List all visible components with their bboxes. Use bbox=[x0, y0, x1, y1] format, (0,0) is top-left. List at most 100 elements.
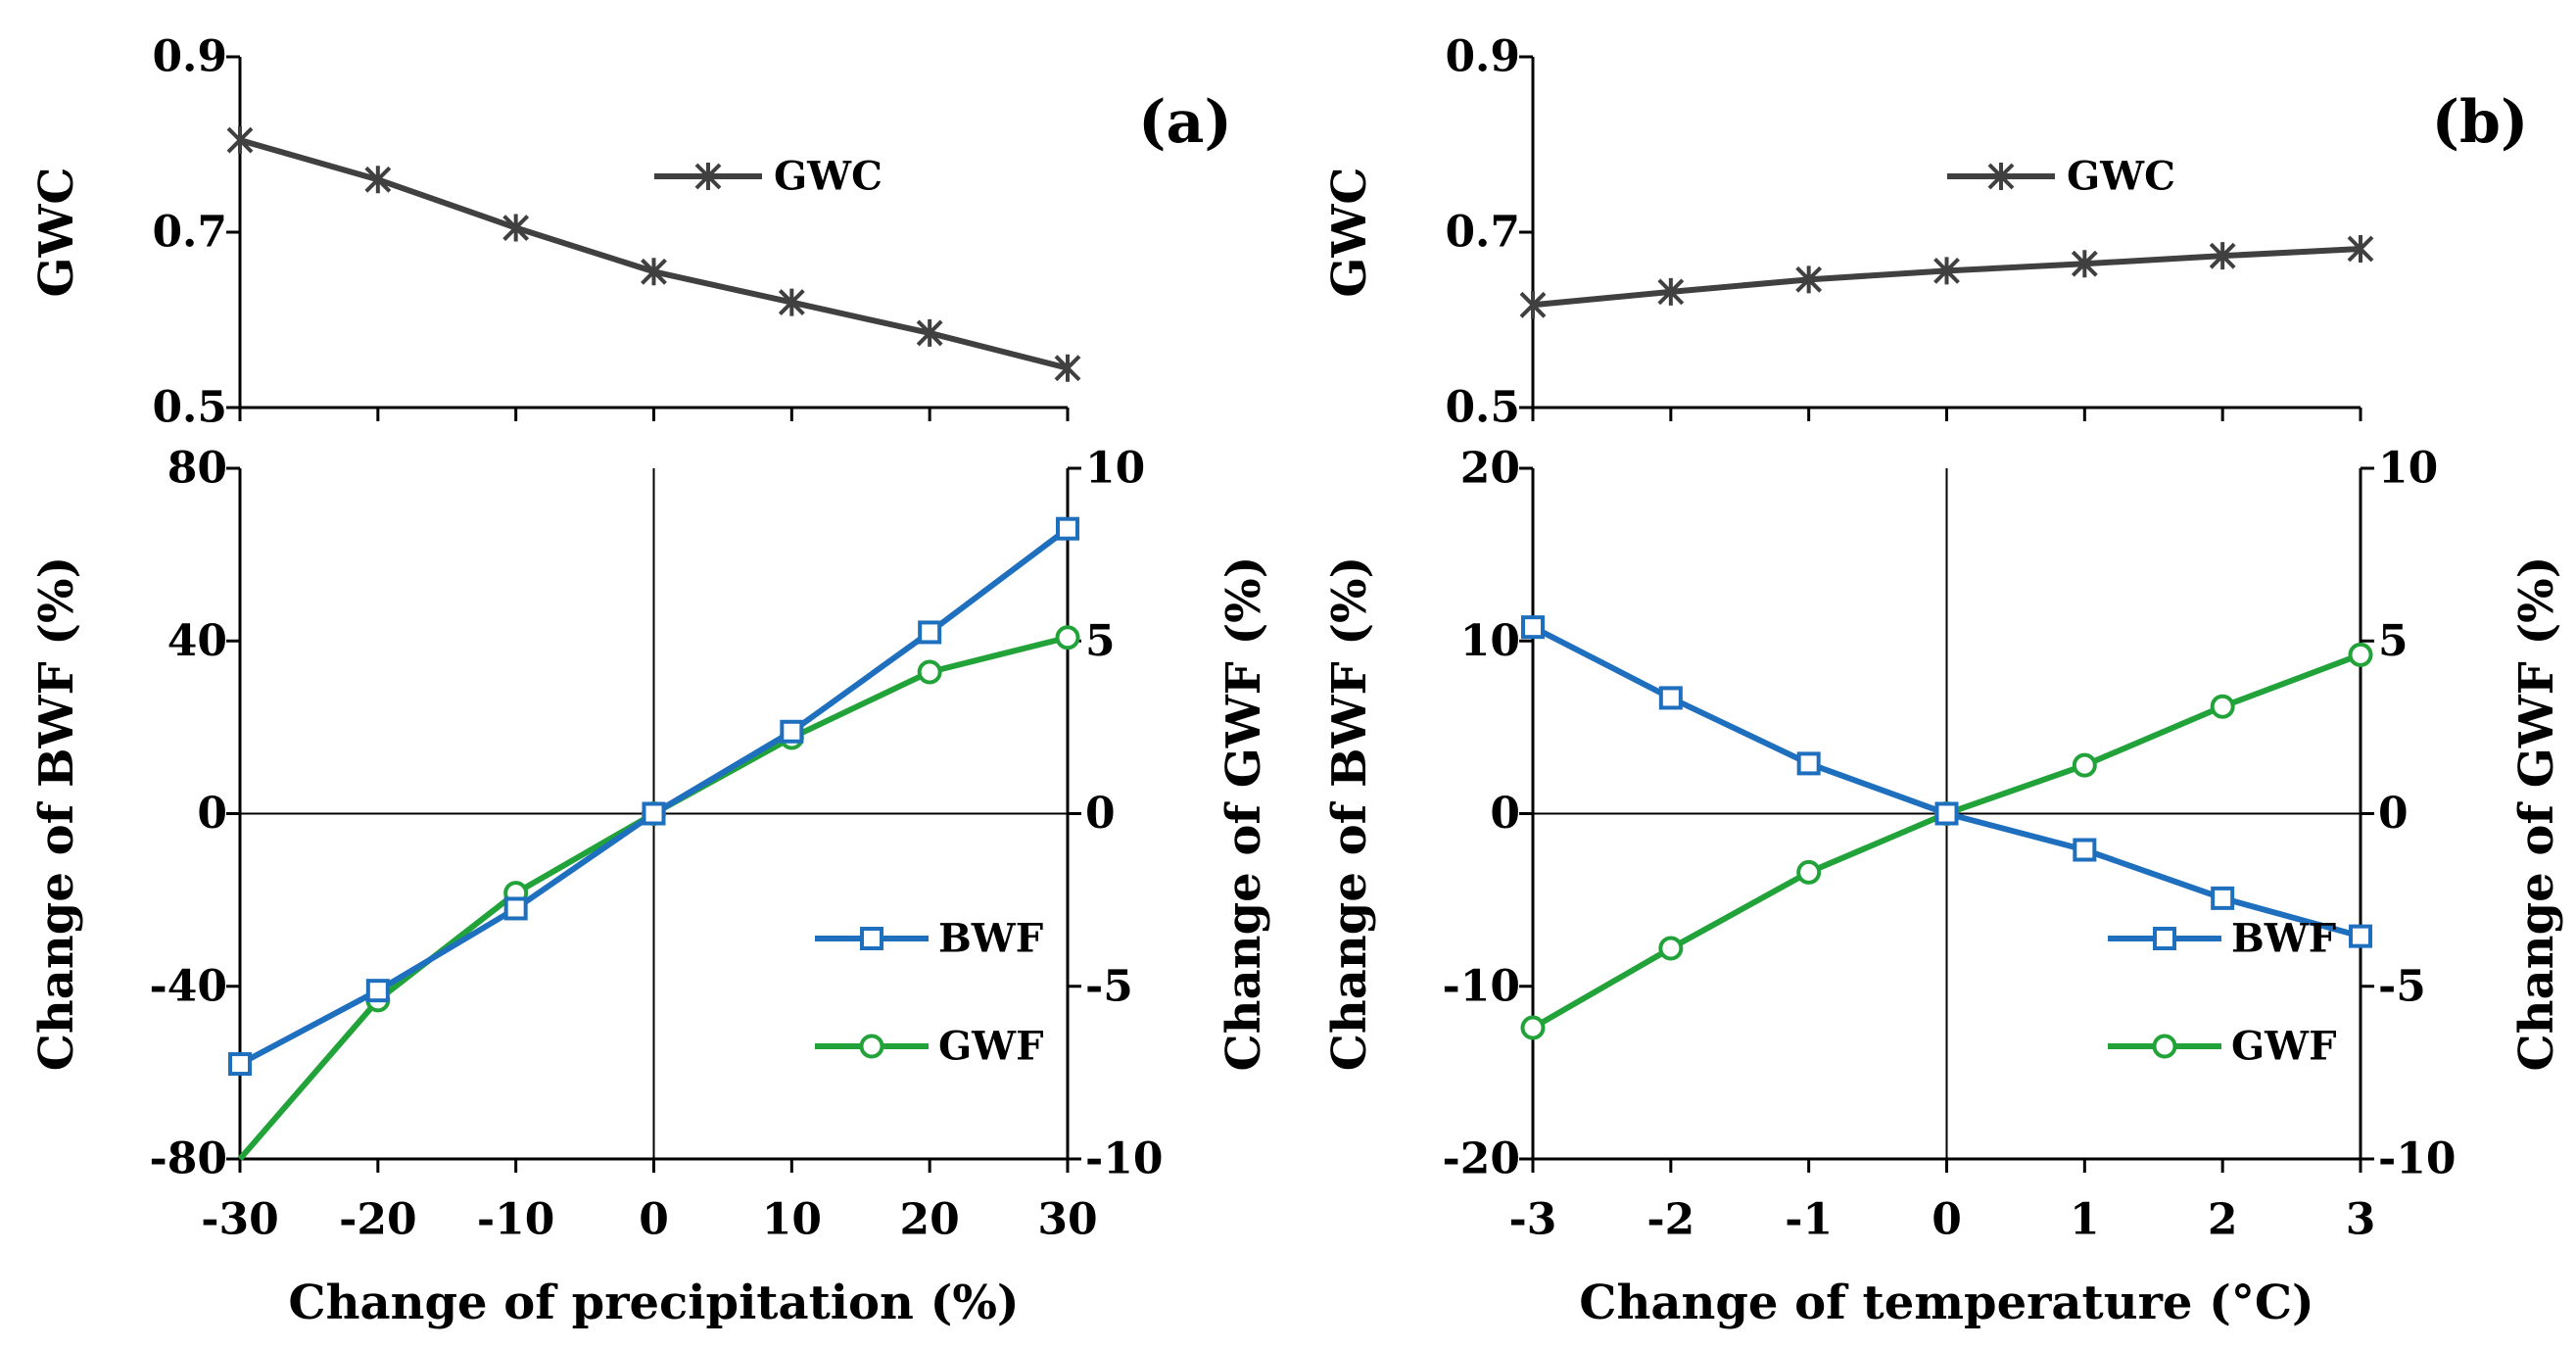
gwc-data-point bbox=[916, 318, 943, 347]
bwf-legend-label: BWF bbox=[2231, 916, 2336, 962]
bwf-legend-label: BWF bbox=[938, 916, 1043, 962]
gwc-data-point bbox=[1795, 265, 1823, 294]
gwf-legend-marker bbox=[2152, 1034, 2177, 1059]
gwf-data-point bbox=[2210, 694, 2235, 719]
x-tick-label: 20 bbox=[900, 1195, 960, 1245]
x-tick-label: -3 bbox=[1509, 1195, 1557, 1245]
gwf-data-point bbox=[1520, 1015, 1546, 1040]
bwf-data-point bbox=[1056, 516, 1079, 541]
bwf-data-point bbox=[228, 1052, 252, 1077]
gwc-data-point bbox=[2071, 250, 2098, 278]
x-axis-title: Change of temperature (°C) bbox=[1579, 1276, 2314, 1330]
bwf-data-point bbox=[2073, 838, 2097, 862]
gwf-legend-label: GWF bbox=[2231, 1024, 2336, 1070]
left-y-tick-label: -10 bbox=[1443, 961, 1521, 1011]
right-y-tick-label: 0 bbox=[2378, 789, 2409, 839]
gwc-data-point bbox=[2209, 242, 2236, 270]
gwc-data-point bbox=[502, 214, 530, 242]
x-tick-label: -1 bbox=[1785, 1195, 1833, 1245]
left-y-tick-label: -80 bbox=[150, 1134, 228, 1184]
gwc-legend-marker bbox=[1987, 163, 2015, 190]
panel-tag: (a) bbox=[1138, 88, 1232, 157]
bwf-data-point bbox=[918, 620, 942, 645]
gwc-y-axis-title: GWC bbox=[1322, 167, 1377, 297]
bwf-legend-marker bbox=[860, 927, 883, 950]
gwc-data-point bbox=[1657, 277, 1685, 306]
bwf-data-point bbox=[365, 979, 390, 1003]
gwc-y-tick-label: 0.7 bbox=[1445, 208, 1520, 258]
right-y-tick-label: 5 bbox=[1085, 616, 1116, 666]
bwf-data-point bbox=[642, 801, 666, 826]
x-tick-label: 0 bbox=[639, 1195, 669, 1245]
gwc-y-tick-label: 0.9 bbox=[1445, 32, 1520, 82]
gwc-legend-label: GWC bbox=[2067, 154, 2175, 200]
gwc-y-tick-label: 0.9 bbox=[152, 32, 227, 82]
x-tick-label: 3 bbox=[2346, 1195, 2376, 1245]
left-y-tick-label: 80 bbox=[167, 444, 227, 494]
gwf-data-point bbox=[1658, 936, 1684, 961]
panel-a: 0.5 0.7 0.9 GWC GWC (a) -80 -40 0 40 80 -10 -5 0 5 10 -3… bbox=[29, 32, 1271, 1331]
left-y-axis-title: Change of BWF (%) bbox=[29, 556, 84, 1072]
gwc-data-point bbox=[641, 258, 667, 286]
x-tick-label: -30 bbox=[201, 1195, 279, 1245]
gwf-data-point bbox=[1796, 859, 1822, 885]
gwc-data-point bbox=[364, 166, 392, 194]
gwc-y-tick-label: 0.7 bbox=[152, 208, 227, 258]
left-y-tick-label: -40 bbox=[150, 961, 228, 1011]
x-tick-label: 30 bbox=[1037, 1195, 1097, 1245]
bwf-legend-marker bbox=[2153, 927, 2176, 950]
bwf-data-point bbox=[2349, 924, 2372, 948]
x-tick-label: -20 bbox=[339, 1195, 417, 1245]
right-y-tick-label: 10 bbox=[2378, 444, 2438, 494]
left-y-tick-label: -20 bbox=[1443, 1134, 1521, 1184]
gwc-data-point bbox=[1933, 257, 1960, 285]
right-y-tick-label: 5 bbox=[2378, 616, 2409, 666]
change-subplot: -80 -40 0 40 80 -10 -5 0 5 10 -30 -20 -10 0 10 20 30 Chan… bbox=[29, 444, 1271, 1331]
left-y-axis-title: Change of BWF (%) bbox=[1322, 556, 1377, 1072]
bwf-data-point bbox=[1796, 751, 1821, 776]
gwf-data-point bbox=[917, 659, 942, 685]
left-y-tick-label: 0 bbox=[197, 789, 227, 839]
gwc-data-point bbox=[1054, 354, 1081, 382]
gwf-data-point bbox=[2348, 642, 2373, 667]
x-tick-label: 0 bbox=[1932, 1195, 1962, 1245]
right-y-axis-title: Change of GWF (%) bbox=[1216, 555, 1271, 1071]
right-y-axis-title: Change of GWF (%) bbox=[2509, 555, 2564, 1071]
right-y-tick-label: 10 bbox=[1085, 444, 1145, 494]
right-y-tick-label: -5 bbox=[2378, 961, 2426, 1011]
bwf-data-point bbox=[1934, 801, 1959, 826]
left-y-tick-label: 10 bbox=[1460, 616, 1520, 666]
left-y-tick-label: 0 bbox=[1490, 789, 1520, 839]
x-axis-title: Change of precipitation (%) bbox=[288, 1276, 1019, 1330]
x-tick-label: 10 bbox=[762, 1195, 822, 1245]
gwc-y-tick-label: 0.5 bbox=[152, 383, 227, 433]
gwc-data-point bbox=[226, 126, 254, 155]
bwf-data-point bbox=[780, 719, 804, 744]
bwf-data-point bbox=[2211, 886, 2235, 910]
panel-tag: (b) bbox=[2432, 88, 2529, 157]
gwc-data-point bbox=[1519, 291, 1547, 319]
gwc-y-axis-title: GWC bbox=[29, 167, 84, 297]
gwc-subplot: 0.5 0.7 0.9 GWC GWC bbox=[1322, 32, 2374, 433]
right-y-tick-label: -5 bbox=[1085, 961, 1133, 1011]
right-y-tick-label: 0 bbox=[1085, 789, 1116, 839]
gwc-y-tick-label: 0.5 bbox=[1445, 383, 1520, 433]
gwf-legend-marker bbox=[859, 1034, 884, 1059]
left-y-tick-label: 40 bbox=[167, 616, 227, 666]
gwc-legend-label: GWC bbox=[774, 154, 883, 200]
x-tick-label: 2 bbox=[2208, 1195, 2238, 1245]
bwf-data-point bbox=[1521, 615, 1545, 640]
right-y-tick-label: -10 bbox=[2378, 1134, 2457, 1184]
gwf-legend-label: GWF bbox=[938, 1024, 1043, 1070]
gwc-legend-marker bbox=[694, 163, 722, 190]
bwf-data-point bbox=[503, 896, 528, 921]
gwf-data-point bbox=[1055, 625, 1080, 650]
gwc-subplot: 0.5 0.7 0.9 GWC GWC bbox=[29, 32, 1081, 433]
x-tick-label: -10 bbox=[477, 1195, 555, 1245]
left-y-tick-label: 20 bbox=[1460, 444, 1520, 494]
bwf-data-point bbox=[1658, 686, 1683, 710]
x-tick-label: 1 bbox=[2070, 1195, 2100, 1245]
x-tick-label: -2 bbox=[1646, 1195, 1694, 1245]
